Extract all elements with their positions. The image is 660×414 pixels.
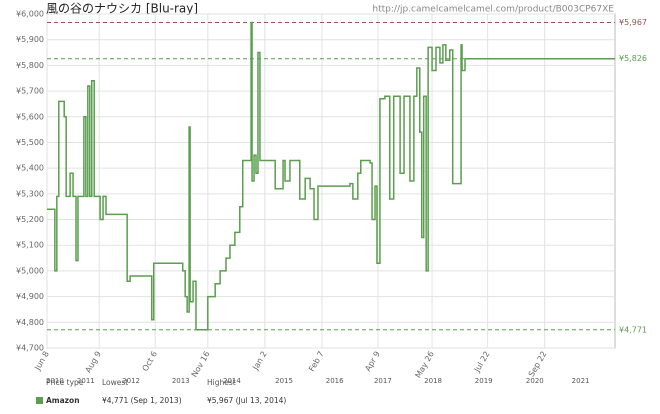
x-tick-label: Jun 8 — [33, 350, 51, 373]
legend-header: Lowest — [102, 378, 128, 387]
chart-title: 風の谷のナウシカ [Blu-ray] — [46, 2, 198, 16]
x-tick-label: Sep 22 — [527, 350, 549, 379]
y-tick-label: ¥5,300 — [16, 189, 44, 198]
x-tick-label: Jan 2 — [250, 350, 268, 373]
reference-label: ¥5,826 — [619, 54, 647, 63]
reference-label: ¥4,771 — [619, 325, 647, 334]
y-tick-label: ¥4,800 — [16, 318, 44, 327]
y-tick-label: ¥5,600 — [16, 112, 44, 121]
reference-label: ¥5,967 — [619, 18, 647, 27]
y-tick-label: ¥4,900 — [16, 292, 44, 301]
x-tick-label: May 26 — [414, 350, 436, 380]
year-label: 2010 — [46, 377, 64, 385]
legend-header: Price type — [46, 378, 84, 387]
x-tick-label: Nov 16 — [190, 350, 212, 379]
legend-highest: ¥5,967 (Jul 13, 2014) — [207, 396, 286, 405]
y-tick-label: ¥5,800 — [16, 61, 44, 70]
y-tick-label: ¥5,000 — [16, 266, 44, 275]
year-label: 2018 — [424, 377, 442, 385]
year-label: 2019 — [475, 377, 493, 385]
x-tick-label: Feb 7 — [307, 350, 326, 373]
year-label: 2012 — [122, 377, 140, 385]
year-label: 2016 — [326, 377, 344, 385]
year-label: 2014 — [223, 377, 241, 385]
legend-header: Highest — [207, 378, 236, 387]
y-tick-label: ¥5,900 — [16, 35, 44, 44]
plot-frame — [46, 13, 616, 349]
url: http://jp.camelcamelcamel.com/product/B0… — [372, 5, 614, 15]
price-line — [47, 21, 615, 331]
y-tick-label: ¥5,100 — [16, 241, 44, 250]
year-label: 2020 — [526, 377, 544, 385]
legend-label: Amazon — [46, 396, 80, 405]
y-tick-label: ¥5,400 — [16, 164, 44, 173]
x-tick-label: Apr 9 — [363, 350, 382, 373]
x-tick-label: Jul 22 — [472, 350, 491, 375]
legend-swatch — [36, 397, 43, 404]
y-tick-label: ¥4,700 — [16, 344, 44, 353]
year-label: 2013 — [172, 377, 190, 385]
legend-lowest: ¥4,771 (Sep 1, 2013) — [102, 396, 182, 405]
year-label: 2011 — [77, 377, 95, 385]
year-label: 2015 — [275, 377, 293, 385]
y-tick-label: ¥5,700 — [16, 87, 44, 96]
y-tick-label: ¥6,000 — [16, 10, 44, 19]
year-label: 2021 — [572, 377, 590, 385]
year-label: 2017 — [374, 377, 392, 385]
y-tick-label: ¥5,500 — [16, 138, 44, 147]
x-tick-label: Aug 9 — [84, 350, 103, 375]
x-tick-label: Oct 6 — [141, 350, 160, 373]
y-tick-label: ¥5,200 — [16, 215, 44, 224]
